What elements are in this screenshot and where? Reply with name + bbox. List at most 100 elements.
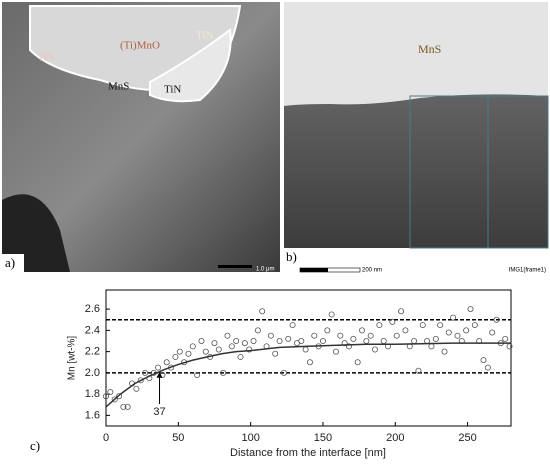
- data-point: [337, 332, 344, 339]
- data-point: [228, 343, 235, 350]
- data-point: [345, 343, 352, 350]
- y-axis-label: Mn [wt-%]: [67, 336, 78, 381]
- data-point: [480, 357, 487, 364]
- image-label: TiN: [38, 52, 54, 63]
- data-point: [172, 353, 179, 360]
- image-label: MnS: [418, 42, 441, 56]
- micrograph-a: (Ti)MnO TiN TiN MnS TiN 1.0 μm a): [2, 2, 280, 273]
- y-tick-label: 2.0: [85, 367, 100, 379]
- data-point: [380, 337, 387, 344]
- data-point: [163, 359, 170, 366]
- data-point: [111, 396, 118, 403]
- data-point: [493, 316, 500, 323]
- data-point: [302, 346, 309, 353]
- data-point: [224, 332, 231, 339]
- data-point: [502, 335, 509, 342]
- data-point: [272, 350, 279, 357]
- data-point: [215, 346, 222, 353]
- data-point: [103, 393, 110, 400]
- data-point: [428, 343, 435, 350]
- data-point: [267, 332, 274, 339]
- data-point: [467, 306, 474, 313]
- data-point: [411, 337, 418, 344]
- data-point: [363, 337, 370, 344]
- data-point: [328, 311, 335, 318]
- data-point: [176, 348, 183, 355]
- data-point: [319, 337, 326, 344]
- data-point: [398, 308, 405, 315]
- panel-label: a): [5, 255, 15, 270]
- image-label: TiN: [164, 84, 181, 96]
- data-point: [393, 332, 400, 339]
- data-point: [276, 337, 283, 344]
- x-tick-label: 150: [314, 432, 332, 444]
- data-point: [124, 403, 131, 410]
- x-tick-label: 250: [458, 432, 476, 444]
- data-point: [241, 340, 248, 347]
- data-point: [194, 371, 201, 378]
- y-tick-label: 2.6: [85, 303, 100, 315]
- data-point: [441, 348, 448, 355]
- annotation-arrowhead: [156, 371, 163, 378]
- data-point: [454, 332, 461, 339]
- image-label: MnS: [108, 81, 129, 93]
- data-point: [254, 327, 261, 334]
- data-point: [133, 385, 140, 392]
- data-point: [354, 359, 361, 366]
- data-point: [463, 327, 470, 334]
- annotation-label: 37: [153, 406, 165, 418]
- data-point: [359, 327, 366, 334]
- panel-label: b): [286, 249, 297, 264]
- data-point: [432, 335, 439, 342]
- data-point: [198, 337, 205, 344]
- image-caption: IMG1(frame1): [509, 268, 546, 274]
- data-point: [220, 369, 227, 376]
- data-point: [107, 388, 114, 395]
- data-point: [120, 403, 127, 410]
- plot-frame: [105, 289, 512, 427]
- image-label: (Ti)MnO: [120, 40, 160, 52]
- data-point: [324, 327, 331, 334]
- y-tick-label: 1.8: [85, 388, 100, 400]
- scale-bar-label: 1.0 μm: [256, 267, 274, 273]
- data-point: [350, 335, 357, 342]
- data-point: [437, 322, 444, 329]
- data-point: [250, 337, 257, 344]
- data-point: [116, 393, 123, 400]
- data-point: [233, 337, 240, 344]
- data-point: [185, 350, 192, 357]
- x-tick-label: 100: [241, 432, 259, 444]
- data-point: [445, 329, 452, 336]
- data-point: [285, 335, 292, 342]
- data-point: [367, 332, 374, 339]
- x-tick-label: 50: [172, 432, 184, 444]
- panel-label: c): [30, 438, 40, 453]
- data-point: [332, 348, 339, 355]
- data-point: [189, 343, 196, 350]
- data-point: [211, 340, 218, 347]
- data-point: [155, 364, 162, 371]
- data-point: [311, 332, 318, 339]
- data-point: [372, 346, 379, 353]
- data-point: [419, 322, 426, 329]
- data-point: [376, 322, 383, 329]
- data-point: [389, 318, 396, 325]
- data-point: [306, 359, 313, 366]
- data-point: [402, 327, 409, 334]
- data-point: [280, 369, 287, 376]
- scale-bar-label: 200 nm: [362, 268, 382, 274]
- y-tick-label: 2.2: [85, 346, 100, 358]
- data-point: [246, 346, 253, 353]
- x-axis-label: Distance from the interface [nm]: [230, 447, 386, 459]
- y-tick-label: 2.4: [85, 324, 100, 336]
- data-point: [415, 367, 422, 374]
- fit-curve: [105, 342, 511, 408]
- data-point: [142, 369, 149, 376]
- data-point: [489, 329, 496, 336]
- micrograph-b: MnS b) 200 nm IMG1(frame1): [284, 2, 549, 274]
- data-point: [259, 308, 266, 315]
- data-point: [450, 314, 457, 321]
- data-point: [471, 322, 478, 329]
- data-point: [484, 364, 491, 371]
